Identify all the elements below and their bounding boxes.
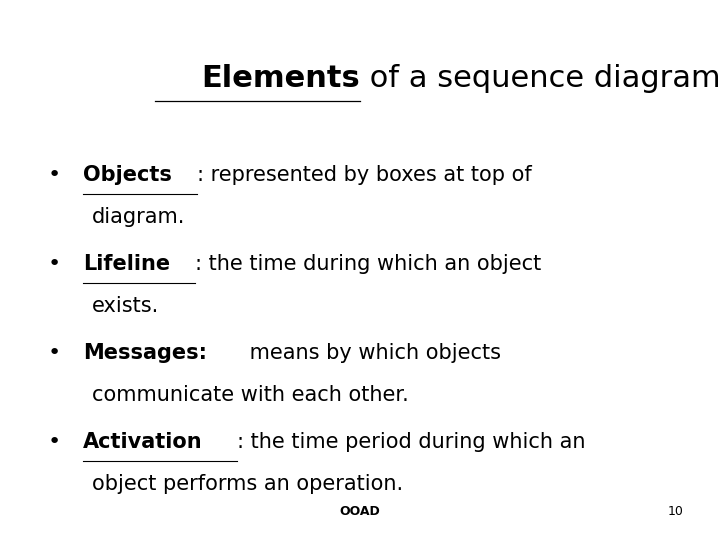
Text: Lifeline: Lifeline xyxy=(83,254,170,274)
Text: •: • xyxy=(48,343,60,363)
Text: : represented by boxes at top of: : represented by boxes at top of xyxy=(197,165,532,185)
Text: means by which objects: means by which objects xyxy=(243,343,501,363)
Text: : the time period during which an: : the time period during which an xyxy=(237,432,585,452)
Text: communicate with each other.: communicate with each other. xyxy=(92,385,409,405)
Text: Activation: Activation xyxy=(83,432,202,452)
Text: diagram.: diagram. xyxy=(92,207,186,227)
Text: exists.: exists. xyxy=(92,296,159,316)
Text: Objects: Objects xyxy=(83,165,171,185)
Text: •: • xyxy=(48,254,60,274)
Text: OOAD: OOAD xyxy=(340,505,380,518)
Text: •: • xyxy=(48,432,60,452)
Text: of a sequence diagram: of a sequence diagram xyxy=(360,64,720,93)
Text: : the time during which an object: : the time during which an object xyxy=(195,254,541,274)
Text: 10: 10 xyxy=(668,505,684,518)
Text: •: • xyxy=(48,165,60,185)
Text: Elements: Elements xyxy=(202,64,360,93)
Text: Messages:: Messages: xyxy=(83,343,207,363)
Text: object performs an operation.: object performs an operation. xyxy=(92,474,403,494)
